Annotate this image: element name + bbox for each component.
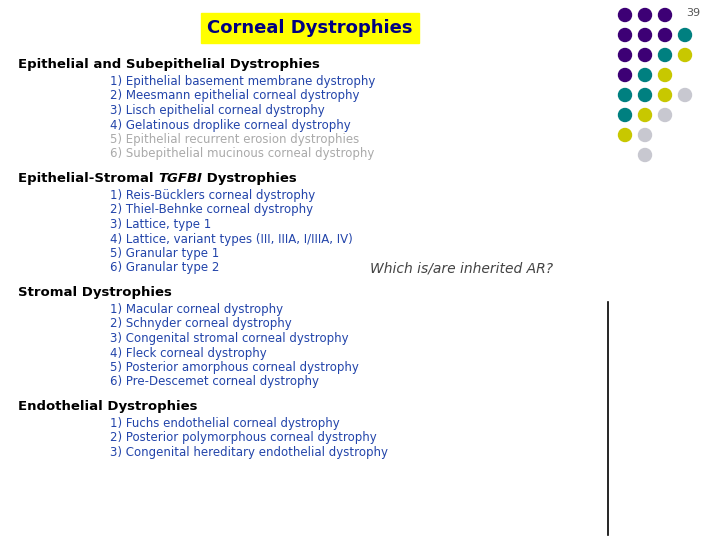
Circle shape — [639, 109, 652, 122]
Text: 5) Granular type 1: 5) Granular type 1 — [110, 247, 220, 260]
Text: 4) Gelatinous droplike corneal dystrophy: 4) Gelatinous droplike corneal dystrophy — [110, 118, 351, 132]
Circle shape — [618, 109, 631, 122]
Text: Dystrophies: Dystrophies — [202, 172, 297, 185]
Text: 3) Congenital stromal corneal dystrophy: 3) Congenital stromal corneal dystrophy — [110, 332, 348, 345]
Circle shape — [659, 89, 672, 102]
Text: 2) Posterior polymorphous corneal dystrophy: 2) Posterior polymorphous corneal dystro… — [110, 431, 377, 444]
Text: Corneal Dystrophies: Corneal Dystrophies — [207, 19, 413, 37]
Circle shape — [639, 29, 652, 42]
Circle shape — [618, 29, 631, 42]
Text: Epithelial and Subepithelial Dystrophies: Epithelial and Subepithelial Dystrophies — [18, 58, 320, 71]
Text: 3) Lattice, type 1: 3) Lattice, type 1 — [110, 218, 211, 231]
Circle shape — [678, 29, 691, 42]
Text: 1) Fuchs endothelial corneal dystrophy: 1) Fuchs endothelial corneal dystrophy — [110, 417, 340, 430]
Circle shape — [659, 49, 672, 62]
Text: 1) Macular corneal dystrophy: 1) Macular corneal dystrophy — [110, 303, 283, 316]
Circle shape — [639, 89, 652, 102]
Text: Epithelial-Stromal: Epithelial-Stromal — [18, 172, 158, 185]
Circle shape — [659, 9, 672, 22]
Circle shape — [618, 129, 631, 141]
Circle shape — [639, 69, 652, 82]
Text: 2) Thiel-Behnke corneal dystrophy: 2) Thiel-Behnke corneal dystrophy — [110, 204, 313, 217]
Text: 39: 39 — [686, 8, 700, 18]
Circle shape — [618, 9, 631, 22]
Circle shape — [618, 69, 631, 82]
Text: Endothelial Dystrophies: Endothelial Dystrophies — [18, 400, 197, 413]
Circle shape — [639, 49, 652, 62]
Text: 3) Congenital hereditary endothelial dystrophy: 3) Congenital hereditary endothelial dys… — [110, 446, 388, 459]
Text: 6) Granular type 2: 6) Granular type 2 — [110, 261, 220, 274]
Text: Which is/are inherited AR?: Which is/are inherited AR? — [370, 262, 553, 276]
Text: Stromal Dystrophies: Stromal Dystrophies — [18, 286, 172, 299]
Text: 2) Meesmann epithelial corneal dystrophy: 2) Meesmann epithelial corneal dystrophy — [110, 90, 359, 103]
Text: 2) Schnyder corneal dystrophy: 2) Schnyder corneal dystrophy — [110, 318, 292, 330]
Text: 6) Pre-Descemet corneal dystrophy: 6) Pre-Descemet corneal dystrophy — [110, 375, 319, 388]
Circle shape — [659, 29, 672, 42]
Circle shape — [618, 89, 631, 102]
Circle shape — [639, 129, 652, 141]
Text: 1) Epithelial basement membrane dystrophy: 1) Epithelial basement membrane dystroph… — [110, 75, 375, 88]
Circle shape — [618, 49, 631, 62]
Circle shape — [639, 148, 652, 161]
Text: 6) Subepithelial mucinous corneal dystrophy: 6) Subepithelial mucinous corneal dystro… — [110, 147, 374, 160]
Circle shape — [678, 49, 691, 62]
Circle shape — [678, 89, 691, 102]
Text: 3) Lisch epithelial corneal dystrophy: 3) Lisch epithelial corneal dystrophy — [110, 104, 325, 117]
Text: 5) Epithelial recurrent erosion dystrophies: 5) Epithelial recurrent erosion dystroph… — [110, 133, 359, 146]
Text: 4) Lattice, variant types (III, IIIA, I/IIIA, IV): 4) Lattice, variant types (III, IIIA, I/… — [110, 233, 353, 246]
Circle shape — [639, 9, 652, 22]
Circle shape — [659, 69, 672, 82]
Text: 1) Reis-Bücklers corneal dystrophy: 1) Reis-Bücklers corneal dystrophy — [110, 189, 315, 202]
Text: TGFBI: TGFBI — [158, 172, 202, 185]
Text: 5) Posterior amorphous corneal dystrophy: 5) Posterior amorphous corneal dystrophy — [110, 361, 359, 374]
Text: 4) Fleck corneal dystrophy: 4) Fleck corneal dystrophy — [110, 347, 266, 360]
Circle shape — [659, 109, 672, 122]
